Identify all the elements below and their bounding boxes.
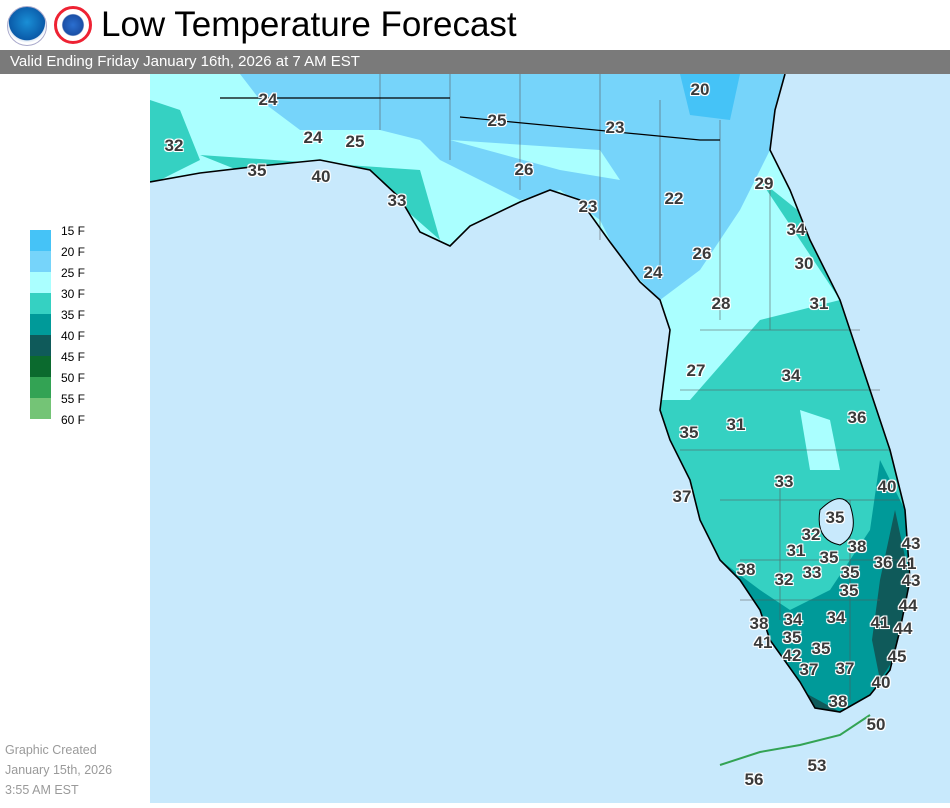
zone-20-25: [240, 74, 790, 300]
legend-swatch: [30, 230, 51, 251]
legend-label: 55 F: [61, 392, 86, 406]
temp-label: 41: [753, 633, 773, 652]
created-date: January 15th, 2026: [5, 763, 113, 777]
temp-label: 34: [786, 220, 806, 239]
temp-label: 41: [897, 554, 917, 573]
temp-label: 38: [828, 692, 848, 711]
temp-label: 23: [578, 197, 598, 216]
temp-label: 56: [744, 770, 764, 789]
legend-swatch: [30, 272, 51, 293]
temp-label: 29: [754, 174, 774, 193]
temp-label: 38: [736, 560, 756, 579]
noaa-logo: [7, 6, 47, 46]
temp-label: 41: [870, 613, 890, 632]
temp-label: 35: [782, 628, 802, 647]
temp-label: 40: [311, 167, 331, 186]
temp-label: 53: [807, 756, 827, 775]
florida-keys: [719, 714, 871, 766]
temp-label: 24: [258, 90, 278, 109]
temp-label: 34: [783, 610, 803, 629]
temp-label: 23: [605, 118, 625, 137]
map-svg: [149, 73, 950, 803]
zone-15-20: [680, 74, 740, 120]
legend-label: 35 F: [61, 308, 86, 322]
legend-swatch: [30, 377, 51, 398]
temp-label: 37: [672, 487, 692, 506]
temp-label: 38: [749, 614, 769, 633]
temp-label: 36: [847, 408, 867, 427]
lake-okeechobee: [818, 498, 854, 546]
legend-label: 60 F: [61, 413, 86, 427]
valid-time: Valid Ending Friday January 16th, 2026 a…: [10, 53, 360, 70]
temp-label: 27: [686, 361, 706, 380]
temp-label: 20: [690, 80, 710, 99]
temp-label: 35: [839, 581, 859, 600]
legend-swatch: [30, 251, 51, 272]
legend-swatch: [30, 335, 51, 356]
temp-label: 50: [866, 715, 886, 734]
legend-swatch: [30, 293, 51, 314]
legend-swatch: [30, 398, 51, 419]
temp-label: 44: [898, 596, 918, 615]
graphic-created: Graphic Created January 15th, 2026 3:55 …: [5, 740, 112, 800]
temp-label: 40: [871, 673, 891, 692]
zone-40-45: [800, 510, 910, 712]
temp-label: 40: [877, 477, 897, 496]
temp-label: 31: [809, 294, 829, 313]
temp-label: 35: [825, 508, 845, 527]
temp-label: 42: [782, 646, 802, 665]
temp-label: 35: [247, 161, 267, 180]
legend-label: 50 F: [61, 371, 86, 385]
legend-label: 40 F: [61, 329, 86, 343]
legend-label: 20 F: [61, 245, 86, 259]
temp-label: 37: [835, 659, 855, 678]
temp-label: 37: [799, 660, 819, 679]
temp-label: 34: [781, 366, 801, 385]
temp-label: 34: [826, 608, 846, 627]
temp-label: 26: [692, 244, 712, 263]
temp-label: 22: [664, 189, 684, 208]
page-title: Low Temperature Forecast: [101, 5, 517, 44]
temp-label: 43: [901, 534, 921, 553]
legend-label: 45 F: [61, 350, 86, 364]
temperature-map[interactable]: 24 20 25 23 32 24 25 35 40 26 29 33 23 2…: [149, 73, 950, 803]
legend-swatch: [30, 356, 51, 377]
temp-label: 25: [345, 132, 365, 151]
temp-label: 35: [679, 423, 699, 442]
legend-swatch: [30, 314, 51, 335]
nws-logo: [54, 6, 92, 44]
temp-label: 32: [801, 525, 821, 544]
temp-label: 24: [643, 263, 663, 282]
temp-label: 30: [794, 254, 814, 273]
created-label: Graphic Created: [5, 743, 97, 757]
coastline: [149, 73, 911, 713]
temp-label: 38: [847, 537, 867, 556]
legend-label: 15 F: [61, 224, 86, 238]
temp-label: 36: [873, 553, 893, 572]
legend-label: 30 F: [61, 287, 86, 301]
left-panel: [0, 74, 150, 803]
temp-label: 35: [819, 548, 839, 567]
temp-label: 33: [387, 191, 407, 210]
temp-label: 35: [840, 563, 860, 582]
state-border: [220, 97, 720, 141]
header: Low Temperature Forecast: [0, 0, 950, 50]
temp-label: 32: [774, 570, 794, 589]
temp-label: 24: [303, 128, 323, 147]
temp-label: 32: [164, 136, 184, 155]
temp-label: 31: [726, 415, 746, 434]
temp-label: 26: [514, 160, 534, 179]
temp-label: 35: [811, 639, 831, 658]
temp-label: 33: [802, 563, 822, 582]
temp-label: 28: [711, 294, 731, 313]
temp-label: 33: [774, 472, 794, 491]
temp-label: 25: [487, 111, 507, 130]
temp-label: 44: [893, 619, 913, 638]
valid-time-bar: Valid Ending Friday January 16th, 2026 a…: [0, 50, 950, 74]
legend-label: 25 F: [61, 266, 86, 280]
temp-label: 45: [887, 647, 907, 666]
temp-label: 31: [786, 541, 806, 560]
created-time: 3:55 AM EST: [5, 783, 79, 797]
temp-label: 43: [901, 571, 921, 590]
